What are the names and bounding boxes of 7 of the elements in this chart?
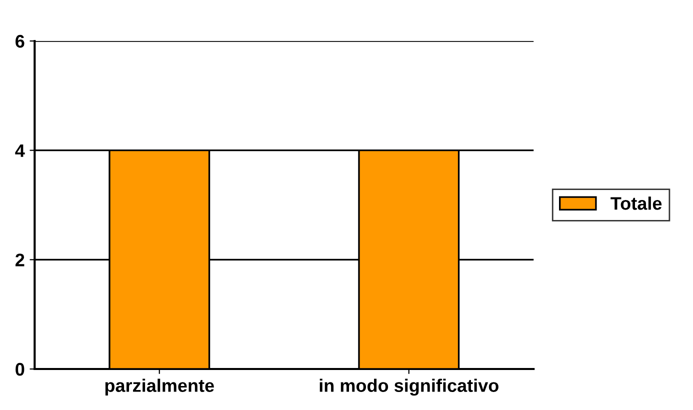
- y-tick-label: 0: [16, 362, 24, 376]
- y-tick-label: 2: [16, 254, 24, 266]
- legend-label: Totale: [610, 196, 662, 210]
- y-tick-label: 6: [16, 34, 24, 48]
- x-tick-label: in modo significativo: [320, 378, 498, 396]
- x-tick-label: parzialmente: [105, 378, 214, 396]
- y-tick-label: 4: [15, 144, 25, 157]
